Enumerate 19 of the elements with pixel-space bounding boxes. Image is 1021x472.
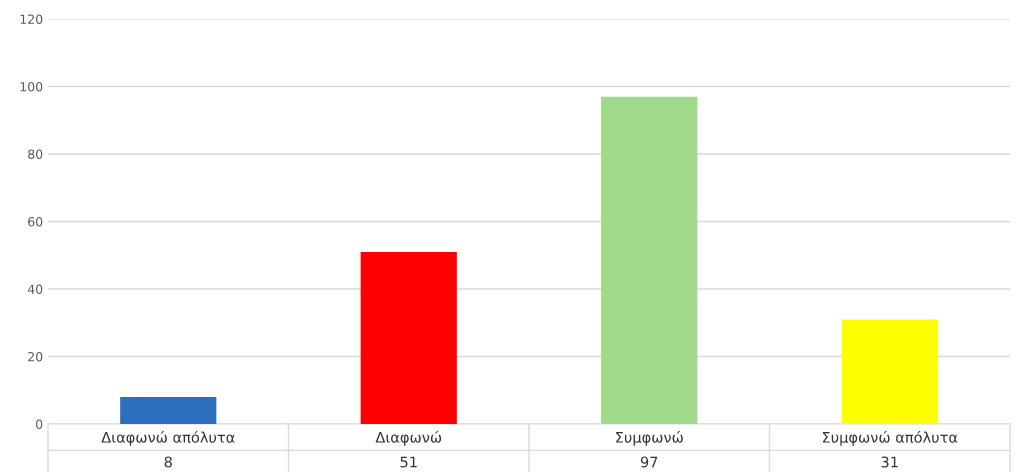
y-tick-label: 20 (28, 351, 43, 362)
x-tick-label: Συμφωνώ (616, 430, 683, 446)
data-label: 51 (400, 456, 417, 468)
y-tick-label: 100 (20, 81, 43, 92)
y-tick-label: 120 (20, 14, 43, 24)
y-tick-label: 40 (27, 284, 43, 294)
bar (841, 319, 938, 424)
bar (360, 251, 457, 424)
bar (120, 397, 217, 424)
data-label: 97 (640, 456, 658, 468)
y-tick-label: 0 (36, 419, 43, 429)
bar (601, 96, 698, 424)
y-tick-label: 80 (28, 149, 43, 159)
data-label: 31 (881, 456, 898, 468)
x-tick-label: Συμφωνώ απόλυτα (822, 430, 958, 446)
data-label: 8 (164, 456, 172, 468)
x-tick-label: Διαφωνώ (375, 430, 442, 446)
y-tick-label: 60 (28, 216, 43, 227)
x-tick-label: Διαφωνώ απόλυτα (101, 430, 235, 446)
